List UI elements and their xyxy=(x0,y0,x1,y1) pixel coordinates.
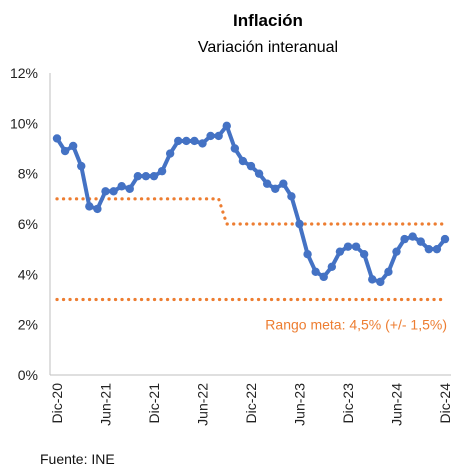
y-tick-label: 6% xyxy=(18,216,38,232)
inflation-point xyxy=(311,267,320,277)
inflation-point xyxy=(206,131,215,141)
x-tick-label: Dic-21 xyxy=(146,383,162,424)
chart-subtitle: Variación interanual xyxy=(198,39,338,56)
x-tick-label: Jun-24 xyxy=(389,383,405,426)
inflation-point xyxy=(174,136,183,146)
inflation-point xyxy=(85,202,94,211)
inflation-point xyxy=(343,242,353,251)
target-band-line xyxy=(55,197,447,226)
inflation-point xyxy=(287,192,296,201)
inflation-point xyxy=(109,187,118,196)
x-tick-label: Jun-22 xyxy=(195,383,211,426)
inflation-point xyxy=(77,161,86,171)
chart-title: Inflación xyxy=(233,11,303,30)
inflation-point xyxy=(319,272,328,282)
x-tick-label: Dic-22 xyxy=(243,383,259,424)
x-tick-label: Jun-23 xyxy=(292,383,308,426)
inflation-point xyxy=(303,250,312,259)
inflation-point xyxy=(424,244,434,254)
inflation-point xyxy=(392,247,401,256)
y-tick-label: 4% xyxy=(18,266,38,282)
inflation-point xyxy=(384,267,393,277)
x-tick-label: Jun-21 xyxy=(98,383,114,426)
inflation-point xyxy=(440,234,450,244)
inflation-point xyxy=(416,237,425,246)
inflation-point xyxy=(117,182,126,191)
y-tick-label: 10% xyxy=(10,115,38,131)
inflation-point xyxy=(335,247,345,256)
inflation-series-line xyxy=(55,123,447,284)
inflation-point xyxy=(279,179,288,188)
y-axis-ticks: 0% 2% 4% 6% 8% 10% 12% xyxy=(10,65,38,383)
plot-area xyxy=(52,121,450,302)
inflation-point xyxy=(262,179,272,188)
inflation-point xyxy=(141,171,151,181)
inflation-point xyxy=(376,277,385,287)
inflation-point xyxy=(238,156,248,166)
inflation-point xyxy=(93,204,102,214)
inflation-point xyxy=(400,234,409,244)
inflation-point xyxy=(368,275,377,284)
y-tick-label: 12% xyxy=(10,65,38,81)
inflation-point xyxy=(254,169,264,178)
inflation-point xyxy=(295,219,304,229)
inflation-point xyxy=(359,250,369,259)
inflation-point xyxy=(52,134,62,143)
inflation-point xyxy=(222,121,231,131)
inflation-point xyxy=(68,141,78,151)
y-tick-label: 8% xyxy=(18,166,38,182)
inflation-point xyxy=(149,171,159,181)
inflation-point xyxy=(190,136,199,146)
inflation-point xyxy=(230,144,240,153)
x-tick-label: Dic-24 xyxy=(437,383,453,424)
x-tick-label: Dic-20 xyxy=(49,383,65,424)
inflation-point xyxy=(165,149,175,158)
inflation-point xyxy=(133,171,143,181)
x-axis-ticks: Dic-20 Jun-21 Dic-21 Jun-22 Dic-22 Jun-23 Dic-… xyxy=(49,383,453,426)
inflation-point xyxy=(198,139,207,148)
y-tick-label: 0% xyxy=(18,367,38,383)
inflation-point xyxy=(157,166,167,176)
inflation-point xyxy=(327,262,337,271)
inflation-point xyxy=(182,136,191,146)
inflation-point xyxy=(125,184,134,193)
x-tick-label: Dic-23 xyxy=(340,383,356,424)
inflation-point xyxy=(432,244,442,254)
target-range-annotation: Rango meta: 4,5% (+/- 1,5%) xyxy=(265,317,447,333)
inflation-point xyxy=(351,242,361,251)
inflation-point xyxy=(271,184,280,193)
inflation-point xyxy=(246,161,256,171)
inflation-point xyxy=(101,187,110,196)
inflation-point xyxy=(214,131,223,141)
inflation-point xyxy=(60,146,70,156)
inflation-point xyxy=(408,232,417,241)
y-tick-label: 2% xyxy=(18,317,38,333)
source-note: Fuente: INE xyxy=(40,451,115,467)
